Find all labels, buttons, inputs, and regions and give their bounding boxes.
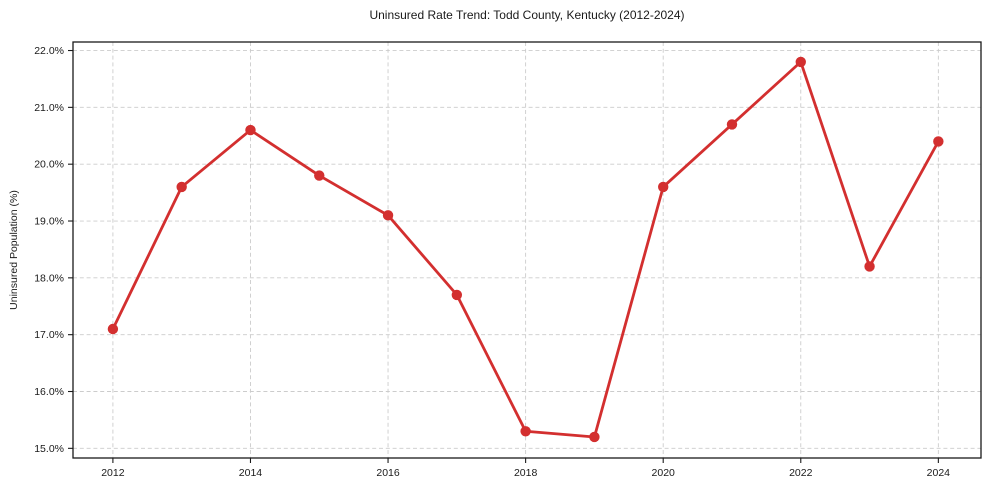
data-point xyxy=(864,261,875,272)
y-tick-label: 16.0% xyxy=(34,386,64,398)
x-tick-label: 2016 xyxy=(376,467,400,479)
y-tick-label: 19.0% xyxy=(34,216,64,228)
x-tick-label: 2014 xyxy=(239,467,263,479)
x-tick-label: 2024 xyxy=(927,467,951,479)
y-tick-label: 15.0% xyxy=(34,443,64,455)
data-point xyxy=(520,426,531,437)
data-point xyxy=(726,119,738,130)
x-tick-label: 2022 xyxy=(789,467,813,479)
x-tick-label: 2020 xyxy=(652,467,676,479)
x-tick-label: 2012 xyxy=(101,467,125,479)
x-tick-label: 2018 xyxy=(514,467,538,479)
data-point xyxy=(589,431,600,443)
plot-border xyxy=(72,41,982,459)
y-tick-label: 21.0% xyxy=(34,102,64,114)
data-point xyxy=(245,124,256,136)
data-point xyxy=(933,136,944,147)
data-point xyxy=(795,56,806,68)
y-tick-label: 22.0% xyxy=(34,45,64,57)
y-tick-label: 20.0% xyxy=(34,159,64,171)
data-point xyxy=(314,170,325,181)
data-point xyxy=(382,210,394,221)
data-point xyxy=(176,181,187,193)
data-point xyxy=(107,323,119,335)
data-point xyxy=(658,181,669,193)
y-tick-label: 17.0% xyxy=(34,329,64,341)
chart-title: Uninsured Rate Trend: Todd County, Kentu… xyxy=(369,8,685,22)
y-tick-label: 18.0% xyxy=(34,272,64,284)
data-point xyxy=(451,289,463,301)
